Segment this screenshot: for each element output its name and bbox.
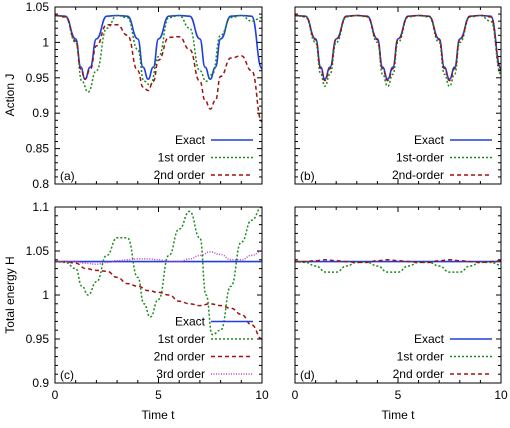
panel-c-series-1 <box>55 207 262 336</box>
panel-c-ticks: 0 5 10 0.9 0.95 1 1.05 1.1 <box>26 200 269 402</box>
panel-a-series-0 <box>55 14 262 80</box>
panel-a-series-1 <box>55 14 262 93</box>
panel-c-ytick-label-3: 1.05 <box>26 244 50 258</box>
panel-a-legend-label-2: 2nd order <box>154 168 205 182</box>
panel-a-legend-label-1: 1st order <box>158 151 205 165</box>
panel-b-legend: Exact 1st-order 2nd-order <box>392 133 492 182</box>
panel-c-legend-label-0: Exact <box>175 315 206 329</box>
panel-c-ytick-label-4: 1.1 <box>32 200 49 214</box>
panel-d-legend-label-2: 2nd order <box>393 367 444 381</box>
panel-a-series-2 <box>55 14 262 123</box>
panel-c-legend-label-2: 2nd order <box>154 350 205 364</box>
panel-c-legend-label-3: 3rd order <box>156 367 205 381</box>
panel-b-legend-label-0: Exact <box>414 133 445 147</box>
panel-c-label: (c) <box>60 368 74 382</box>
panel-a-series <box>55 14 262 123</box>
panel-b-series-1 <box>295 14 501 88</box>
panel-d-xtick-label-1: 5 <box>395 388 402 402</box>
panel-c-ylabel: Total energy H <box>3 256 17 333</box>
panel-b-label: (b) <box>300 169 315 183</box>
panel-d-ticks: 0 5 10 <box>292 206 508 402</box>
panel-d-legend-label-1: 1st order <box>397 350 444 364</box>
panel-c-ytick-label-1: 0.95 <box>26 332 50 346</box>
panel-c-legend: Exact 1st order 2nd order 3rd order <box>154 315 253 381</box>
panel-c-series-3 <box>55 250 262 265</box>
panel-b-legend-label-2: 2nd-order <box>392 168 444 182</box>
panel-b-series <box>295 14 501 88</box>
panel-c-series <box>55 207 262 340</box>
panel-d-legend: Exact 1st order 2nd order <box>393 332 492 381</box>
panel-d-xtick-label-0: 0 <box>292 388 299 402</box>
panel-c-series-2 <box>55 260 262 340</box>
panel-c-ytick-label-2: 1 <box>42 288 49 302</box>
panel-c-xtick-label-0: 0 <box>52 388 59 402</box>
panel-a-ticks: 0.8 0.85 0.9 0.95 1 1.05 <box>26 0 263 191</box>
panel-b-ticks <box>294 6 502 185</box>
panel-d-label: (d) <box>300 368 315 382</box>
panel-a-ytick-label-0: 0.8 <box>32 177 49 191</box>
panel-a-legend: Exact 1st order 2nd order <box>154 133 253 182</box>
panel-a-legend-label-0: Exact <box>175 133 206 147</box>
panel-a-ytick-label-3: 0.95 <box>26 71 50 85</box>
panel-a: 0.8 0.85 0.9 0.95 1 1.05 Action J (a) Exact 1s… <box>3 0 263 191</box>
panel-d-xtick-label-2: 10 <box>494 388 508 402</box>
panel-c: 0 5 10 0.9 0.95 1 1.05 1.1 Total energy H Time … <box>3 200 269 422</box>
panel-a-ytick-label-5: 1.05 <box>26 0 50 14</box>
panel-b-series-2 <box>295 14 501 82</box>
panel-b-series-0 <box>295 14 501 80</box>
panel-d-series-1 <box>295 260 501 273</box>
panel-b: (b) Exact 1st-order 2nd-order <box>294 6 502 185</box>
panel-a-ytick-label-2: 0.9 <box>32 106 49 120</box>
panel-c-legend-label-1: 1st order <box>158 332 205 346</box>
panel-c-xlabel: Time t <box>142 408 176 422</box>
panel-c-xtick-label-1: 5 <box>155 388 162 402</box>
panel-a-ytick-label-4: 1 <box>42 35 49 49</box>
panel-d-series <box>295 259 501 273</box>
panel-c-xtick-label-2: 10 <box>255 388 269 402</box>
panel-d-xlabel: Time t <box>382 408 416 422</box>
panel-a-label: (a) <box>60 169 75 183</box>
panel-b-legend-label-1: 1st-order <box>396 151 444 165</box>
panel-d-legend-label-0: Exact <box>414 332 445 346</box>
panel-a-ylabel: Action J <box>3 74 17 117</box>
panel-c-ytick-label-0: 0.9 <box>32 376 49 390</box>
panel-d: 0 5 10 Time t (d) Exact 1st order 2nd order <box>292 206 508 422</box>
panel-a-ytick-label-1: 0.85 <box>26 142 50 156</box>
